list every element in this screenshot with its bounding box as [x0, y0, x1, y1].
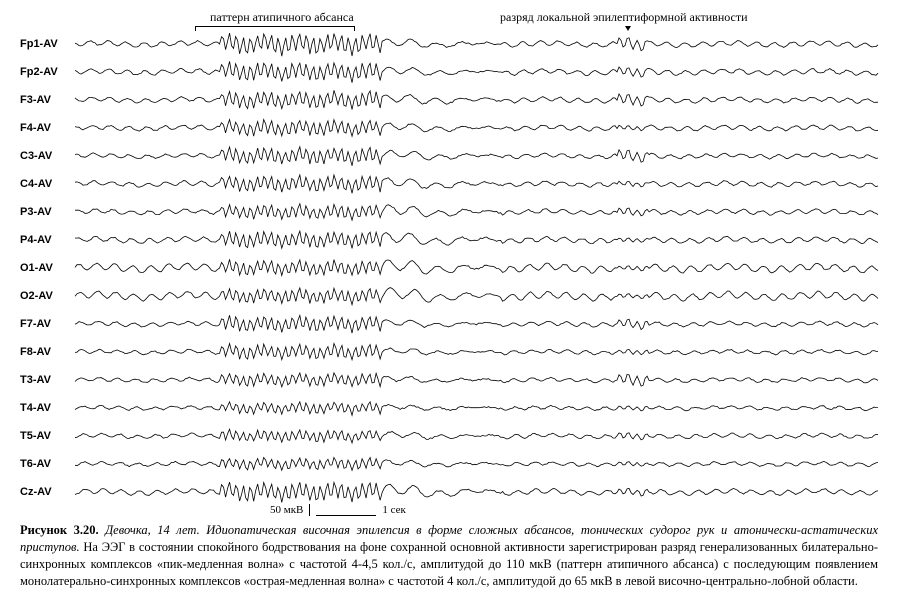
channel-label: F7-AV — [20, 318, 75, 330]
channel-label: Cz-AV — [20, 486, 75, 498]
channel-label: P3-AV — [20, 206, 75, 218]
channel-label: C4-AV — [20, 178, 75, 190]
channel-label: P4-AV — [20, 234, 75, 246]
channel-label: Fp2-AV — [20, 66, 75, 78]
channel-label: F4-AV — [20, 122, 75, 134]
channel-label: O2-AV — [20, 290, 75, 302]
channel-label: F8-AV — [20, 346, 75, 358]
channel-label: C3-AV — [20, 150, 75, 162]
channel-row: Cz-AV — [20, 478, 878, 506]
annotation-pattern: паттерн атипичного абсанса — [210, 10, 354, 25]
scale-horizontal-bar — [316, 515, 376, 516]
annotation-discharge: разряд локальной эпилептиформной активно… — [500, 10, 748, 25]
channel-label: T4-AV — [20, 402, 75, 414]
caption-fig-label: Рисунок 3.20. — [20, 523, 99, 537]
channel-label: T6-AV — [20, 458, 75, 470]
channel-label: O1-AV — [20, 262, 75, 274]
eeg-trace-grid: Fp1-AV Fp2-AV F3-AV F4-AV C3-AV C4-AV P3-AV P4-… — [20, 30, 878, 506]
channel-label: F3-AV — [20, 94, 75, 106]
figure-caption: Рисунок 3.20. Девочка, 14 лет. Идиопатич… — [20, 522, 878, 590]
channel-label: T5-AV — [20, 430, 75, 442]
channel-label: Fp1-AV — [20, 38, 75, 50]
channel-label: T3-AV — [20, 374, 75, 386]
channel-trace — [75, 478, 878, 506]
caption-body: На ЭЭГ в состоянии спокойного бодрствова… — [20, 540, 878, 588]
